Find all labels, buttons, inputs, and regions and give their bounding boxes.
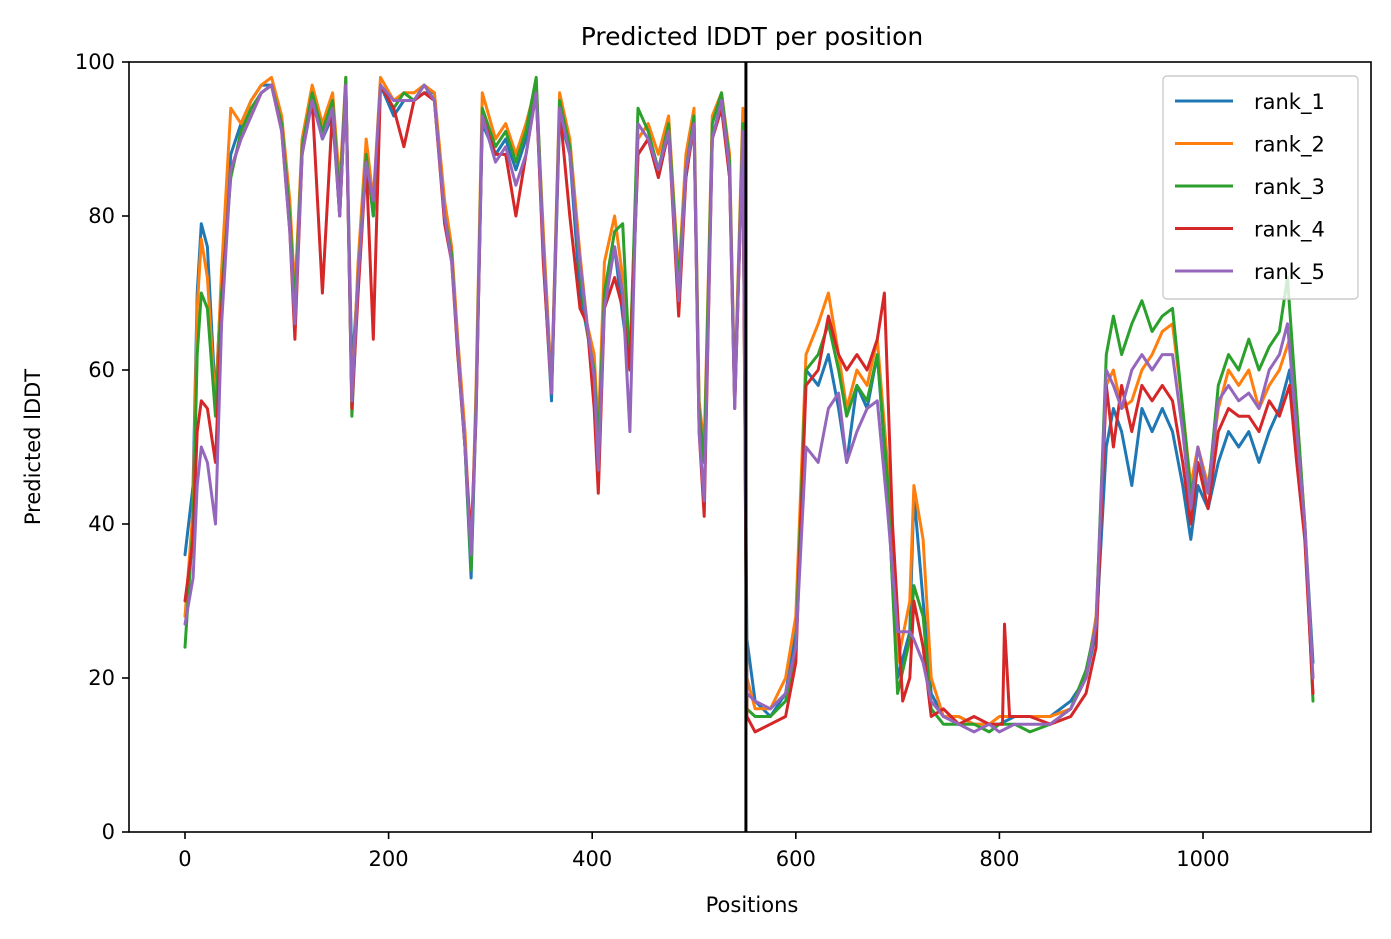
y-tick-label: 100 — [75, 50, 115, 74]
x-tick-label: 200 — [369, 847, 409, 871]
y-tick-label: 40 — [88, 512, 115, 536]
plot-area — [128, 61, 1372, 833]
legend-label-rank_5: rank_5 — [1254, 260, 1325, 285]
y-tick-label: 20 — [88, 666, 115, 690]
legend-label-rank_3: rank_3 — [1254, 175, 1325, 200]
series-layer — [183, 75, 1315, 734]
x-axis-title: Positions — [706, 893, 799, 917]
legend-frame — [1162, 75, 1359, 300]
y-tick-label: 60 — [88, 358, 115, 382]
x-tick-label: 0 — [178, 847, 191, 871]
legend-label-rank_1: rank_1 — [1254, 90, 1325, 115]
series-line-rank_5 — [183, 83, 1315, 734]
chart-title: Predicted lDDT per position — [581, 22, 923, 51]
y-axis: 0 20 40 60 80 100 — [75, 50, 129, 844]
y-tick-label: 0 — [102, 820, 115, 844]
legend-label-rank_4: rank_4 — [1254, 218, 1325, 243]
x-tick-label: 400 — [572, 847, 612, 871]
x-tick-label: 600 — [776, 847, 816, 871]
legend: rank_1 rank_2 rank_3 rank_4 rank_5 — [1162, 75, 1359, 300]
plot-frame — [128, 61, 1372, 833]
y-axis-title: Predicted lDDT — [21, 369, 45, 525]
x-tick-label: 800 — [979, 847, 1019, 871]
legend-label-rank_2: rank_2 — [1254, 133, 1325, 158]
x-tick-label: 1000 — [1176, 847, 1229, 871]
x-axis: 0 200 400 600 800 1000 — [178, 832, 1230, 871]
y-tick-label: 80 — [88, 204, 115, 228]
